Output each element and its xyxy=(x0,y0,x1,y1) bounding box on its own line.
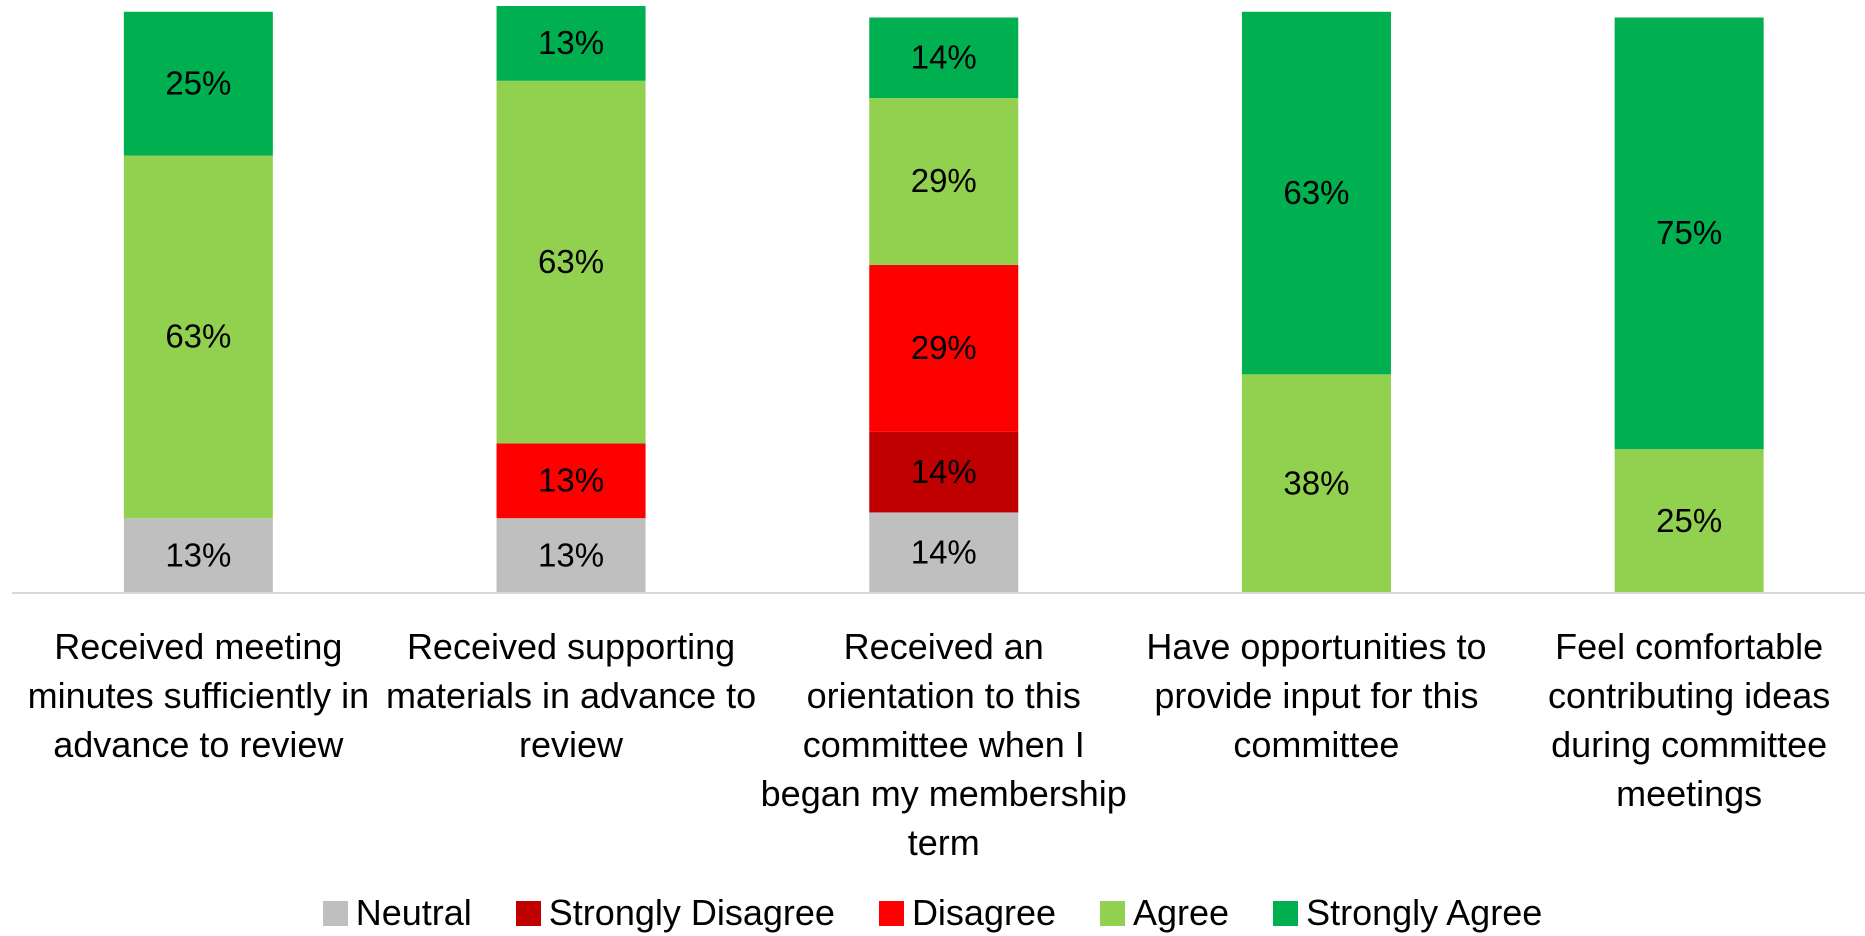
data-label: 25% xyxy=(165,64,231,101)
data-label: 14% xyxy=(911,533,977,570)
legend: Neutral Strongly Disagree Disagree Agree Str… xyxy=(0,890,1865,936)
x-tick-label: Received an orientation to this committe… xyxy=(760,626,1127,863)
legend-swatch xyxy=(878,900,904,926)
legend-label: Neutral xyxy=(355,892,472,933)
bar-segment xyxy=(869,512,1019,593)
bar-segment xyxy=(869,264,1019,432)
data-label: 29% xyxy=(911,329,977,366)
legend-label: Strongly Agree xyxy=(1306,892,1543,933)
bar-segment xyxy=(869,431,1019,513)
data-label: 25% xyxy=(1656,502,1722,539)
data-label: 75% xyxy=(1656,214,1722,251)
bar-segment xyxy=(869,17,1019,99)
data-label: 13% xyxy=(538,536,604,573)
bar-segment xyxy=(123,11,273,156)
data-label: 38% xyxy=(1283,464,1349,501)
bar-segment xyxy=(1614,449,1764,593)
legend-item: Neutral xyxy=(322,890,472,936)
x-tick-label: Have opportunities to provide input for … xyxy=(1146,626,1487,765)
bar-segment xyxy=(123,518,273,593)
data-label: 63% xyxy=(165,318,231,355)
legend-item: Strongly Agree xyxy=(1273,890,1542,936)
data-label: 63% xyxy=(1283,174,1349,211)
legend-swatch xyxy=(322,900,348,926)
legend-swatch xyxy=(1273,900,1299,926)
data-label: 13% xyxy=(165,536,231,573)
data-label: 63% xyxy=(538,243,604,280)
x-tick-label: Feel comfortable contributing ideas duri… xyxy=(1548,626,1831,814)
bar-segment xyxy=(496,518,646,593)
bar-segment xyxy=(123,155,273,519)
x-tick-label: Received supporting materials in advance… xyxy=(385,626,757,765)
bar-segment xyxy=(496,443,646,519)
legend-item: Agree xyxy=(1100,890,1229,936)
bar-segment xyxy=(1241,374,1391,593)
legend-label: Agree xyxy=(1133,892,1230,933)
legend-swatch xyxy=(515,900,541,926)
data-label: 13% xyxy=(538,24,604,61)
x-tick-label: Received meeting minutes sufficiently in… xyxy=(27,626,370,765)
data-label: 14% xyxy=(911,453,977,490)
data-label: 13% xyxy=(538,461,604,498)
legend-label: Strongly Disagree xyxy=(548,892,835,933)
bar-segment xyxy=(1614,17,1764,450)
bar-segment xyxy=(496,6,646,81)
legend-item: Strongly Disagree xyxy=(515,890,835,936)
legend-swatch xyxy=(1100,900,1126,926)
data-label: 29% xyxy=(911,162,977,199)
bar-segment xyxy=(496,80,646,444)
legend-label: Disagree xyxy=(911,892,1057,933)
bar-segment xyxy=(1241,11,1391,375)
legend-item: Disagree xyxy=(878,890,1057,936)
bar-segment xyxy=(869,98,1019,265)
data-label: 14% xyxy=(911,39,977,76)
